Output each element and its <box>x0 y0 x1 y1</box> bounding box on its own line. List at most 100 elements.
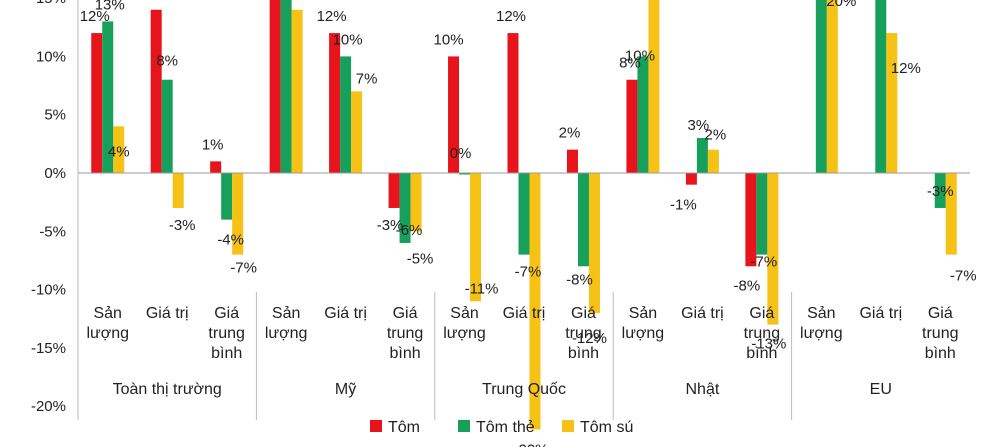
category-label: Sản <box>272 305 300 322</box>
legend-swatch <box>458 420 470 432</box>
data-label: -22% <box>513 442 548 447</box>
data-label: -6% <box>396 222 423 239</box>
data-label: -8% <box>566 271 593 288</box>
data-label: -11% <box>465 280 499 297</box>
category-label: trung <box>387 325 423 342</box>
bar <box>448 56 460 173</box>
category-label: Giá <box>393 305 418 322</box>
bar <box>221 173 233 220</box>
category-label: Giá trị <box>324 305 367 322</box>
bar <box>172 173 184 208</box>
category-label: bình <box>568 345 599 362</box>
legend-label: Tôm <box>388 419 420 436</box>
bar <box>102 21 114 174</box>
bar <box>399 173 411 243</box>
bar <box>518 173 530 255</box>
bar <box>388 173 400 208</box>
category-label: Giá trị <box>146 305 189 322</box>
group-label: EU <box>870 381 892 398</box>
bar <box>886 33 898 173</box>
bar <box>945 173 957 255</box>
category-label: bình <box>746 345 777 362</box>
data-label: 12% <box>891 60 921 77</box>
bar <box>767 173 779 325</box>
category-label: Giá <box>749 305 774 322</box>
y-tick-label: 10% <box>36 48 66 65</box>
category-label: Giá trị <box>503 305 546 322</box>
category-label: Giá <box>571 305 596 322</box>
bar <box>291 9 303 174</box>
data-label: 20% <box>826 0 856 10</box>
data-label: 13% <box>95 0 125 13</box>
bar <box>113 126 125 173</box>
data-label: -3% <box>927 183 954 200</box>
bar <box>280 0 292 173</box>
category-label: Sản <box>93 305 121 322</box>
y-tick-label: -20% <box>31 398 66 415</box>
data-label: 12% <box>80 8 110 25</box>
category-label: Sản <box>629 305 657 322</box>
bar <box>150 9 162 174</box>
category-label: lượng <box>265 325 308 342</box>
category-label: bình <box>211 345 242 362</box>
bar <box>756 173 768 255</box>
category-label: lượng <box>86 325 129 342</box>
bar <box>507 33 519 173</box>
category-label: trung <box>922 325 958 342</box>
legend: Tôm Tôm thẻ Tôm sú <box>370 419 633 436</box>
data-label: -7% <box>230 260 257 277</box>
bar <box>329 33 341 173</box>
legend-label: Tôm thẻ <box>476 419 535 436</box>
bar <box>210 161 222 173</box>
data-label: 2% <box>705 127 727 144</box>
x-axis: Sản lượng Giá trị Giá trung bình Toàn thị trườ… <box>86 292 959 420</box>
bar <box>626 79 638 173</box>
data-label: 10% <box>434 31 464 48</box>
group-label: Toàn thị trường <box>113 381 222 398</box>
legend-label: Tôm sú <box>580 419 633 436</box>
bar <box>648 0 660 174</box>
category-label: lượng <box>800 325 843 342</box>
group-label: Trung Quốc <box>482 381 566 398</box>
data-label: 2% <box>559 125 581 142</box>
category-label: bình <box>925 345 956 362</box>
data-label: 3% <box>688 117 710 134</box>
data-label: 1% <box>202 136 224 153</box>
bar <box>577 173 589 267</box>
legend-swatch <box>370 420 382 432</box>
data-label: 0% <box>450 145 472 162</box>
data-label: 12% <box>496 8 526 25</box>
data-label: 14% <box>138 0 168 2</box>
bar <box>696 138 708 173</box>
y-tick-label: -5% <box>39 223 66 240</box>
bar <box>269 0 281 173</box>
category-label: Giá trị <box>681 305 724 322</box>
bar <box>91 33 103 173</box>
bar <box>470 173 482 302</box>
bar <box>685 173 697 185</box>
data-label: -7% <box>950 268 977 285</box>
category-label: lượng <box>622 325 665 342</box>
group-label: Nhật <box>686 381 720 398</box>
y-tick-label: 0% <box>44 165 66 182</box>
data-label: -1% <box>670 197 697 214</box>
category-label: Giá <box>928 305 953 322</box>
category-label: trung <box>565 325 601 342</box>
bar <box>588 173 600 313</box>
data-label: 14% <box>286 0 316 2</box>
data-label: 7% <box>356 70 378 87</box>
category-label: bình <box>389 345 420 362</box>
bar <box>707 149 719 173</box>
data-label: -13% <box>751 336 786 353</box>
data-label: -3% <box>169 217 196 234</box>
y-tick-label: 15% <box>36 0 66 7</box>
data-label: -12% <box>572 330 607 347</box>
data-label: 10% <box>625 47 655 64</box>
data-label: -8% <box>734 277 761 294</box>
y-tick-label: 5% <box>44 107 66 124</box>
bar <box>745 173 757 267</box>
category-label: Sản <box>450 305 478 322</box>
bar <box>815 0 827 174</box>
bar <box>637 56 649 173</box>
